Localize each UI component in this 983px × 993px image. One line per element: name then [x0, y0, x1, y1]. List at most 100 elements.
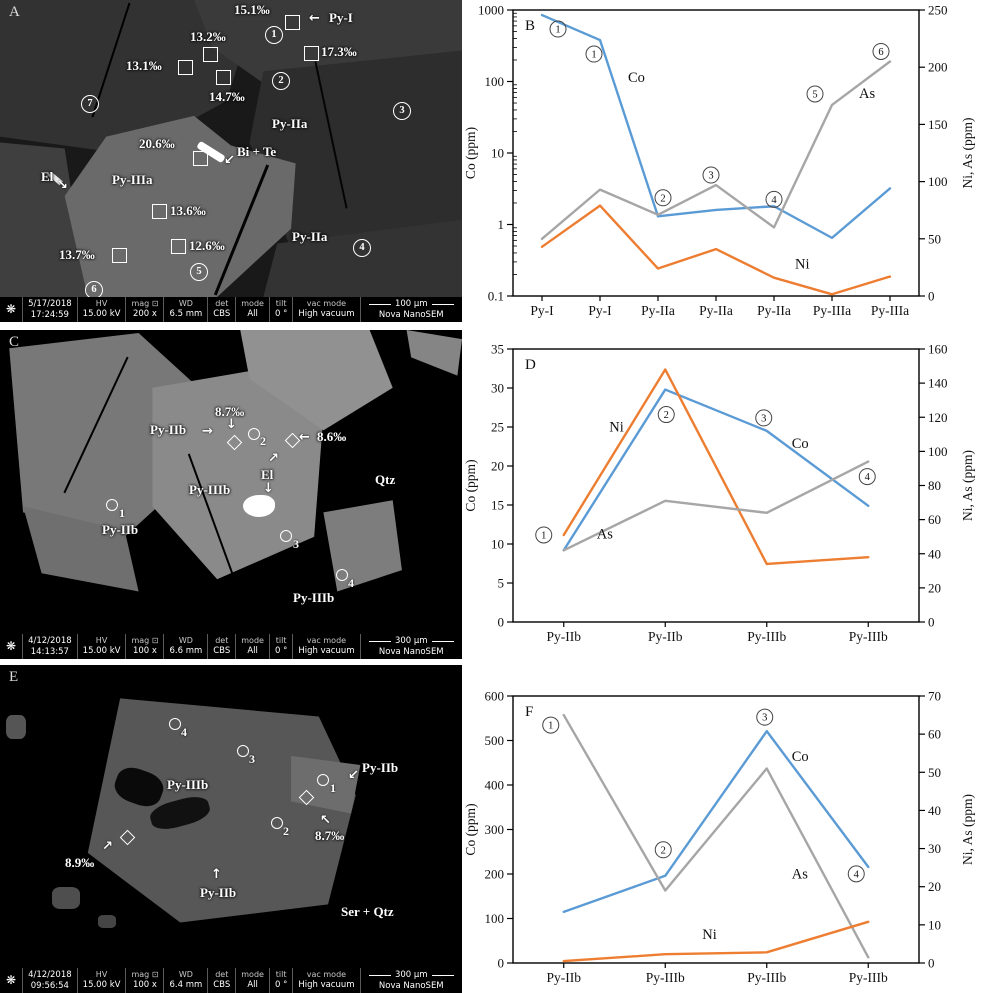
annotation-layer-e: 4 3 Py-IIIb 1 ↙ Py-IIb 2 ↖ 8.7‰ 8.9‰ ↗ ↑ Py-IIb Ser +…: [0, 665, 462, 968]
sem-meta-WD: WD 6.4 mm: [163, 968, 207, 993]
annotation-text: Ser + Qtz: [341, 904, 394, 919]
series-line-co: [562, 388, 870, 552]
annotation-text: El: [41, 169, 54, 184]
x-category-label: Py-IIIa: [813, 303, 851, 318]
point-marker-circle: [549, 20, 567, 38]
sem-statusbar-c: ❋ 4/12/2018 14:13:57 HV 15.00 kV mag ⊡ 100 x WD…: [0, 634, 462, 659]
left-tick-label: 100: [485, 74, 505, 89]
series-inline-label: Ni: [609, 419, 624, 435]
sem-meta-det: det CBS: [207, 634, 235, 659]
annotation-text: 8.9‰: [65, 855, 95, 870]
left-tick-label: 30: [491, 381, 504, 396]
sem-meta-vac-mode: vac mode High vacuum: [292, 634, 359, 659]
left-tick-label: 0: [498, 956, 505, 971]
analysis-spot-diamond-icon: [284, 432, 301, 449]
point-marker-circle: [654, 841, 672, 859]
analysis-spot-square-icon: [171, 239, 186, 254]
sem-scalebar: 100 µm Nova NanoSEM: [359, 297, 462, 322]
spot-number-circled: 7: [81, 95, 99, 113]
series-line-co: [562, 729, 870, 914]
annotation-arrow-icon: ↘: [57, 178, 68, 193]
point-marker-number: 4: [865, 472, 871, 483]
right-tick-label: 0: [928, 956, 935, 971]
sem-panel-e: E 4 3 Py-IIIb 1 ↙ Py-IIb 2 ↖ 8.7‰ 8.9‰ ↗ ↑ Py-IIb Ser…: [0, 665, 462, 993]
sem-logo-icon: ❋: [6, 302, 17, 316]
grain-shape: [6, 715, 26, 739]
point-marker-circle: [806, 85, 824, 103]
annotation-arrow-icon: ↗: [102, 839, 113, 854]
panel-letter-e: E: [9, 669, 19, 685]
series-line-as: [540, 60, 892, 241]
point-marker-circle: [542, 716, 560, 734]
point-marker-number: 3: [761, 413, 766, 424]
annotation-text: Py-I: [329, 10, 353, 25]
left-tick-label: 1: [498, 217, 505, 232]
point-marker-circle: [755, 409, 773, 427]
annotation-text: 15.1‰: [234, 2, 270, 17]
annotation-arrow-icon: →: [202, 424, 213, 439]
spot-number-circled: 1: [265, 26, 283, 44]
sem-meta-WD: WD 6.5 mm: [163, 297, 207, 322]
x-category-label: Py-IIb: [648, 629, 683, 644]
annotation-text: 20.6‰: [139, 136, 175, 151]
x-category-label: Py-IIb: [547, 629, 582, 644]
left-tick-label: 20: [491, 459, 504, 474]
sem-logo-icon: ❋: [6, 639, 17, 653]
sem-datetime: 5/17/2018 17:24:59: [22, 297, 77, 322]
analysis-spot-circle-icon: [248, 428, 260, 440]
point-marker-circle: [756, 708, 774, 726]
left-tick-label: 0: [498, 615, 505, 630]
annotation-arrow-icon: ↙: [348, 768, 359, 783]
annotation-arrow-icon: ←: [309, 11, 320, 26]
spot-number: 2: [260, 434, 266, 448]
annotation-text: El: [261, 467, 274, 482]
analysis-spot-square-icon: [112, 248, 127, 263]
annotation-text: Py-IIIb: [167, 777, 209, 792]
series-inline-label: Ni: [702, 927, 717, 943]
point-marker-number: 3: [762, 713, 767, 724]
sem-statusbar-e: ❋ 4/12/2018 09:56:54 HV 15.00 kV mag ⊡ 100 x WD…: [0, 968, 462, 993]
analysis-spot-diamond-icon: [226, 434, 243, 451]
right-tick-label: 60: [928, 727, 941, 742]
analysis-spot-circle-icon: [317, 774, 329, 786]
sem-meta-det: det CBS: [207, 297, 235, 322]
right-axis-title: Ni, As (ppm): [960, 118, 975, 189]
point-marker-number: 5: [812, 89, 817, 100]
analysis-spot-square-icon: [285, 15, 300, 30]
annotation-layer-c: Py-IIb → 8.7‰ ↓ 2 ← 8.6‰ ↗ El ↓ Qtz Py-IIIb 1 Py-IIb 3…: [0, 330, 462, 634]
sem-meta-vac-mode: vac mode High vacuum: [292, 968, 359, 993]
spot-number: 4: [181, 725, 187, 739]
annotation-text: 13.7‰: [59, 247, 95, 262]
annotation-text: Py-IIIb: [293, 590, 335, 605]
series-line-ni: [540, 204, 892, 296]
left-tick-label: 1000: [478, 3, 504, 18]
series-inline-label: As: [597, 526, 613, 542]
sem-meta-WD: WD 6.6 mm: [163, 634, 207, 659]
right-tick-label: 70: [928, 689, 941, 704]
annotation-text: Py-IIb: [200, 885, 237, 900]
right-tick-label: 140: [928, 376, 948, 391]
right-tick-label: 50: [928, 231, 941, 246]
annotation-text: Py-IIa: [292, 229, 328, 244]
left-tick-label: 100: [485, 911, 505, 926]
right-tick-label: 160: [928, 342, 948, 357]
left-axis-title: Co (ppm): [463, 127, 478, 179]
panel-letter-a: A: [9, 4, 20, 20]
point-marker-number: 1: [591, 50, 596, 61]
sem-meta-mag-: mag ⊡ 100 x: [125, 968, 163, 993]
annotation-layer-a: 15.1‰ ← Py-I 1 13.2‰ 17.3‰ 13.1‰ 2 14.7‰ 7 3 Py-IIa…: [0, 0, 462, 297]
sem-meta-det: det CBS: [207, 968, 235, 993]
annotation-text: 8.6‰: [317, 429, 347, 444]
plot-frame: [512, 9, 920, 297]
annotation-text: 8.7‰: [215, 404, 245, 419]
left-tick-label: 200: [485, 867, 505, 882]
right-tick-label: 50: [928, 765, 941, 780]
right-tick-label: 0: [928, 615, 935, 630]
left-tick-label: 25: [491, 420, 504, 435]
point-marker-number: 4: [854, 869, 860, 880]
annotation-text: 13.1‰: [126, 58, 162, 73]
sem-panel-c: C Py-IIb → 8.7‰ ↓ 2 ← 8.6‰ ↗ El ↓ Qtz Py-IIIb 1 Py-II…: [0, 330, 462, 659]
sem-scalebar: 300 µm Nova NanoSEM: [359, 634, 462, 659]
sem-image-e: E 4 3 Py-IIIb 1 ↙ Py-IIb 2 ↖ 8.7‰ 8.9‰ ↗ ↑ Py-IIb Ser…: [0, 665, 462, 968]
right-tick-label: 80: [928, 478, 941, 493]
